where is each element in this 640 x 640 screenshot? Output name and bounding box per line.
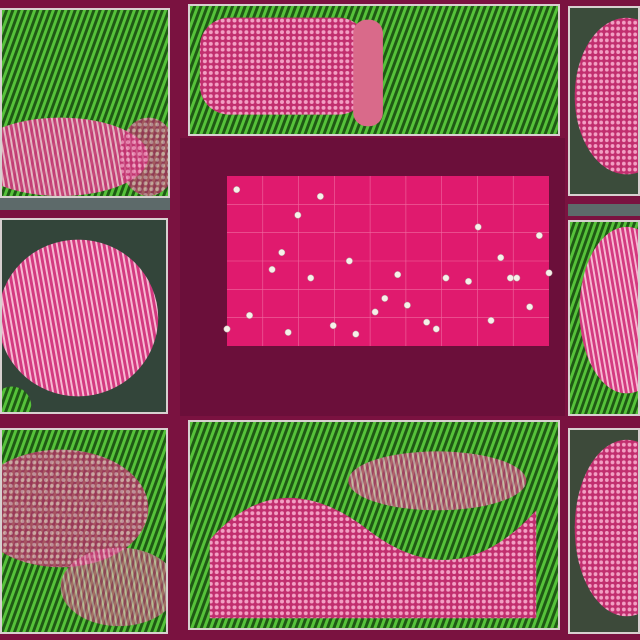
scatter-chart — [223, 176, 553, 346]
texture-image — [570, 8, 638, 194]
texture-panel-middle-left — [0, 218, 168, 414]
data-point — [535, 232, 543, 239]
data-point — [284, 328, 292, 336]
texture-image — [570, 222, 638, 414]
texture-panel-bottom-left — [0, 428, 168, 634]
data-point — [371, 308, 379, 316]
panel-caption-strip — [0, 198, 170, 210]
texture-panel-top-left — [0, 8, 170, 198]
panel-caption-strip — [568, 204, 640, 216]
data-point — [294, 211, 302, 219]
texture-image — [570, 430, 638, 632]
data-point — [497, 254, 505, 262]
data-point — [329, 322, 337, 330]
data-point — [432, 325, 440, 333]
data-point — [278, 249, 286, 256]
data-point — [526, 303, 534, 311]
texture-image — [190, 422, 558, 628]
texture-image — [2, 430, 166, 632]
data-point — [246, 311, 253, 319]
texture-panel-bottom-right — [568, 428, 640, 634]
chart-container — [180, 138, 565, 416]
data-point — [307, 274, 315, 282]
data-point — [394, 271, 402, 279]
data-point — [345, 257, 353, 265]
data-point — [506, 274, 514, 282]
texture-panel-bottom-center — [188, 420, 560, 630]
data-point — [474, 223, 482, 231]
data-point — [403, 301, 411, 309]
texture-image — [2, 220, 166, 412]
texture-panel-middle-right — [568, 220, 640, 416]
texture-panel-top-right — [568, 6, 640, 196]
data-point — [442, 274, 450, 282]
data-point — [223, 325, 231, 333]
data-point — [316, 192, 324, 200]
texture-image — [190, 6, 558, 134]
data-point — [352, 330, 360, 338]
data-point — [423, 318, 431, 326]
data-point — [381, 294, 389, 302]
texture-image — [2, 10, 168, 196]
data-point — [487, 317, 495, 324]
texture-panel-top-center — [188, 4, 560, 136]
data-point — [465, 277, 472, 285]
data-point — [513, 274, 521, 282]
data-point — [268, 266, 276, 273]
data-point — [233, 186, 241, 194]
data-point — [545, 269, 553, 277]
